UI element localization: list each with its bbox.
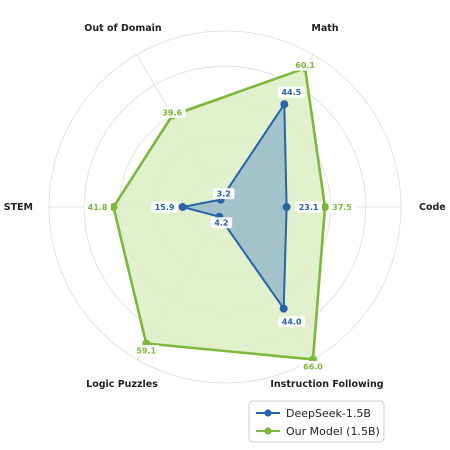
value-label-bg (210, 217, 233, 229)
value-label: 60.1 (295, 61, 315, 70)
data-point (320, 202, 329, 211)
legend-box (248, 400, 385, 443)
value-label-bg (295, 201, 322, 213)
value-label-bg (278, 316, 306, 328)
legend: DeepSeek-1.5B Our Model (1.5B) (248, 400, 385, 443)
value-label: 37.5 (332, 203, 352, 212)
value-label: 23.1 (299, 203, 319, 212)
axis-label-out-of-domain: Out of Domain (84, 23, 162, 34)
data-point (280, 100, 289, 109)
legend-label: Our Model (1.5B) (286, 425, 380, 438)
value-label-bg (328, 201, 356, 213)
value-label: 3.2 (217, 190, 231, 199)
value-label-bg (158, 107, 186, 119)
legend-marker (264, 409, 272, 417)
value-label-bg (84, 201, 111, 213)
value-label: 15.9 (155, 203, 175, 212)
value-label-bg (299, 360, 327, 372)
value-label-bg (212, 188, 235, 200)
value-label: 4.2 (214, 219, 228, 228)
value-label: 39.6 (162, 109, 182, 118)
data-point (109, 202, 118, 211)
value-labels: 44.5 23.1 44.0 4.2 15.9 3.2 60.1 37.5 66.0 59.1 41… (84, 59, 356, 372)
data-point (178, 202, 187, 211)
value-label: 66.0 (303, 362, 323, 371)
axis-labels: Math Code Instruction Following Logic Puzzl… (4, 23, 446, 390)
axis-label-instruction-following: Instruction Following (270, 379, 383, 390)
value-label-bg (151, 201, 178, 213)
axis-label-code: Code (419, 202, 446, 213)
axis-label-stem: STEM (4, 202, 33, 213)
value-label-bg (132, 344, 160, 356)
value-label: 44.5 (281, 88, 301, 97)
value-label: 59.1 (136, 346, 156, 355)
data-point (282, 202, 291, 211)
value-label-bg (291, 59, 319, 71)
value-label: 44.0 (282, 318, 302, 327)
legend-label: DeepSeek-1.5B (286, 407, 371, 420)
axis-label-logic-puzzles: Logic Puzzles (86, 379, 158, 390)
value-label: 41.8 (88, 203, 108, 212)
legend-marker (264, 427, 272, 435)
value-label-bg (277, 86, 305, 98)
axis-label-math: Math (311, 23, 338, 34)
data-point (279, 304, 288, 313)
